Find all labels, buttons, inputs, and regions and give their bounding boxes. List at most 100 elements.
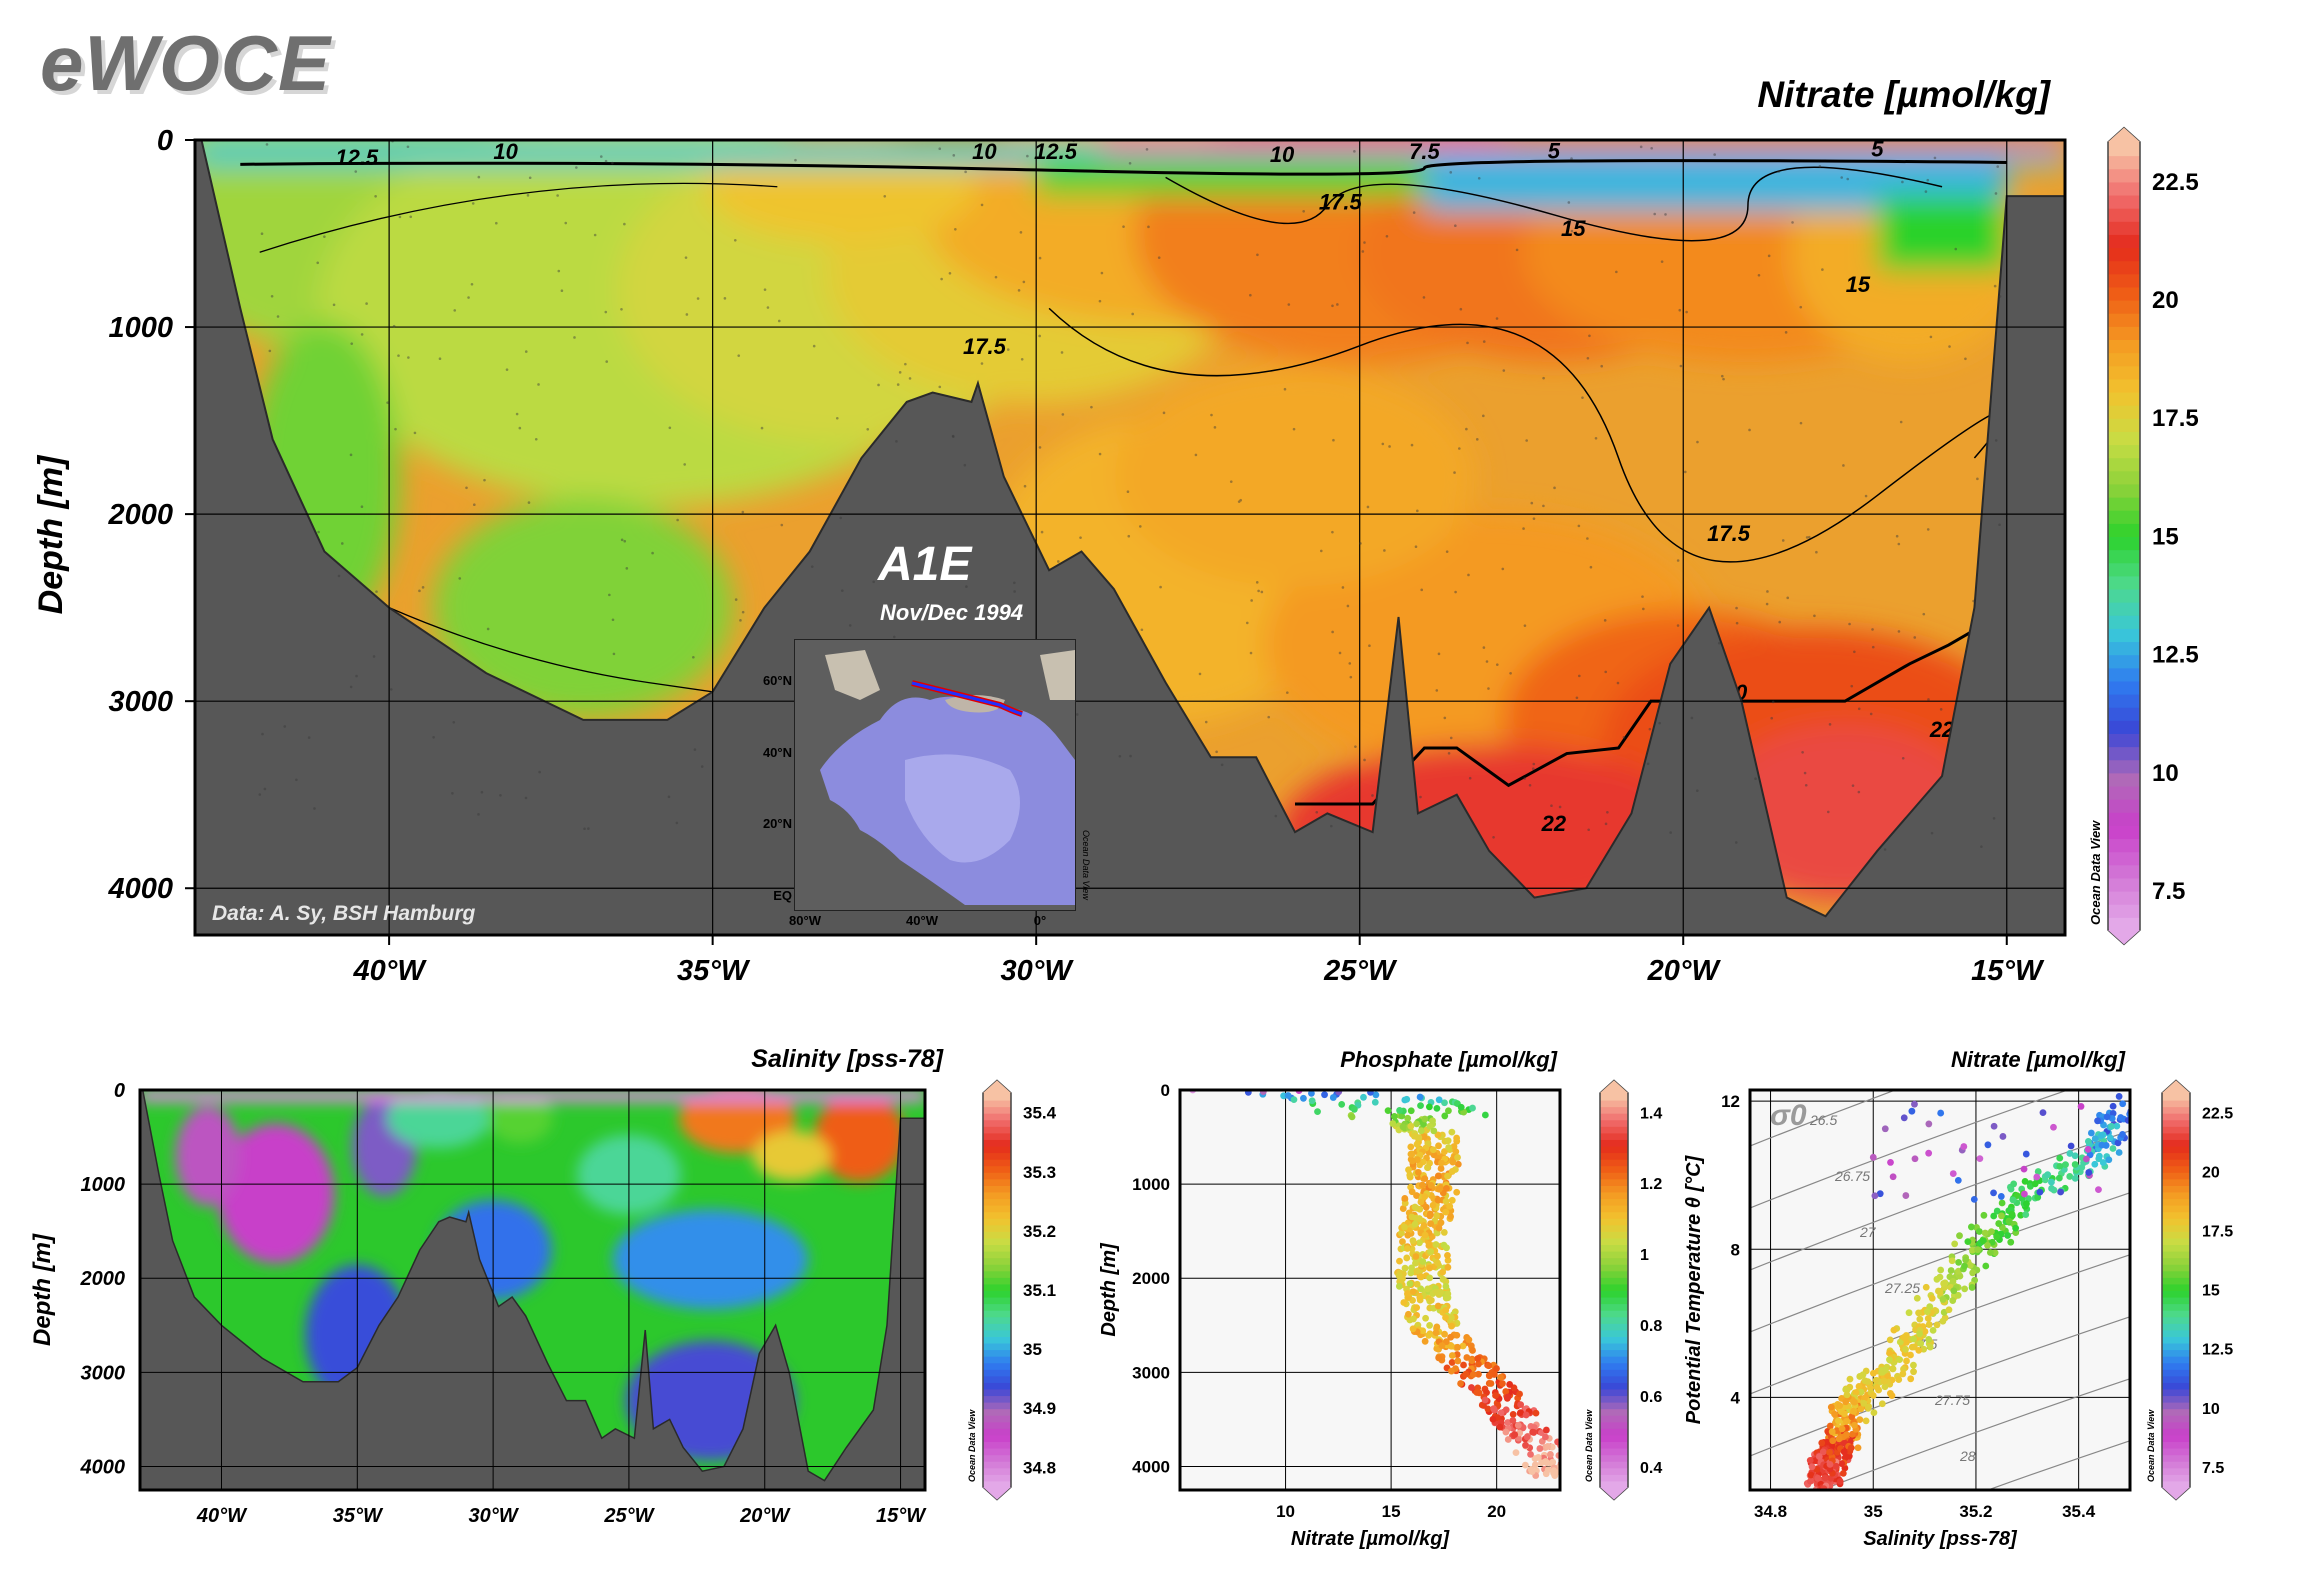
x-tick-label: 20°W bbox=[1647, 955, 1722, 987]
y-tick-label: 4 bbox=[1731, 1388, 1741, 1407]
ts-colorbar: 22.5 20 17.5 15 12.5 10 7.5 Ocean Data View bbox=[2146, 1079, 2233, 1501]
main-station-dots bbox=[258, 140, 2002, 851]
colorbar-credit: Ocean Data View bbox=[1584, 1409, 1594, 1482]
salinity-x-ticks: 40°W 35°W 30°W 25°W 20°W 15°W bbox=[196, 1505, 927, 1527]
colorbar-tick: 17.5 bbox=[2202, 1224, 2233, 1241]
x-tick-label: 40°W bbox=[196, 1505, 248, 1527]
cruise-label: A1E bbox=[877, 538, 973, 591]
x-tick-label: 40°W bbox=[353, 955, 428, 987]
phosphate-xlabel: Nitrate [µmol/kg] bbox=[1291, 1528, 1451, 1550]
isopycnal-label: 27.25 bbox=[1884, 1280, 1920, 1296]
x-tick-label: 10 bbox=[1276, 1502, 1295, 1521]
isopycnal-label: 27 bbox=[1859, 1224, 1877, 1240]
y-tick-label: 1000 bbox=[1132, 1175, 1170, 1194]
colorbar-tick: 10 bbox=[2152, 760, 2179, 787]
svg-text:Ocean Data View: Ocean Data View bbox=[1081, 830, 1091, 900]
phosphate-ticks: 10 15 20 0 1000 2000 3000 4000 bbox=[1132, 1081, 1506, 1521]
colorbar-credit: Ocean Data View bbox=[2146, 1409, 2156, 1482]
contour-surface bbox=[240, 159, 2007, 176]
y-tick-label: 2000 bbox=[80, 1268, 126, 1290]
colorbar-tick: 12.5 bbox=[2152, 642, 2199, 669]
colorbar-tick: 15 bbox=[2202, 1283, 2220, 1300]
svg-text:60°N: 60°N bbox=[763, 673, 792, 688]
colorbar-tick: 1.4 bbox=[1640, 1105, 1662, 1122]
x-tick-label: 35°W bbox=[677, 955, 751, 987]
colorbar-tick: 17.5 bbox=[2152, 405, 2199, 432]
y-tick-label: 8 bbox=[1731, 1240, 1740, 1259]
colorbar-tick: 10 bbox=[2202, 1401, 2220, 1418]
ts-points bbox=[1803, 1093, 2130, 1490]
main-ylabel: Depth [m] bbox=[32, 454, 70, 614]
salinity-y-ticks: 0 1000 2000 3000 4000 bbox=[80, 1080, 126, 1478]
svg-text:80°W: 80°W bbox=[789, 913, 822, 928]
colorbar-tick: 1 bbox=[1640, 1247, 1649, 1264]
contour-label: 10 bbox=[1270, 142, 1295, 167]
svg-text:20°N: 20°N bbox=[763, 816, 792, 831]
contour-17-5-upper bbox=[1165, 166, 1943, 242]
main-title: Nitrate [µmol/kg] bbox=[1757, 74, 2051, 115]
isopycnal-line bbox=[1750, 1316, 2130, 1457]
contour-label: 12.5 bbox=[1034, 139, 1078, 164]
salinity-bathymetry bbox=[140, 1090, 925, 1490]
isopycnal-label: 26.75 bbox=[1834, 1168, 1870, 1184]
colorbar-tick: 22.5 bbox=[2202, 1105, 2233, 1122]
isopycnal-label: 26.5 bbox=[1809, 1112, 1837, 1128]
main-bathymetry bbox=[195, 140, 2065, 935]
isopycnal-line bbox=[1819, 1378, 2130, 1490]
y-tick-label: 4000 bbox=[1132, 1457, 1170, 1476]
phosphate-scatter: Phosphate [µmol/kg] Depth [m] Nitrate [µ… bbox=[1098, 1047, 1662, 1550]
contour-label: 12.5 bbox=[335, 145, 379, 170]
contour-label: 5 bbox=[1871, 136, 1884, 161]
colorbar-tick: 15 bbox=[2152, 523, 2179, 550]
contour-label: 17.5 bbox=[1319, 190, 1363, 215]
y-tick-label: 12 bbox=[1721, 1092, 1740, 1111]
y-tick-label: 4000 bbox=[80, 1456, 126, 1478]
ts-grid bbox=[1750, 1090, 2130, 1490]
salinity-grid bbox=[140, 1090, 925, 1490]
salinity-ylabel: Depth [m] bbox=[29, 1233, 56, 1346]
contour-label: 7.5 bbox=[1409, 139, 1440, 164]
isopycnal-line bbox=[1750, 1090, 2070, 1209]
x-tick-label: 15°W bbox=[1971, 955, 2045, 987]
contour-label: 10 bbox=[972, 139, 997, 164]
colorbar-tick: 0.4 bbox=[1640, 1460, 1662, 1477]
y-tick-label: 3000 bbox=[81, 1362, 126, 1384]
x-tick-label: 30°W bbox=[469, 1505, 520, 1527]
contour-label: 15 bbox=[1846, 272, 1871, 297]
y-tick-label: 3000 bbox=[108, 686, 173, 718]
isopycnal-line bbox=[1986, 1440, 2130, 1490]
main-frame bbox=[193, 138, 2067, 937]
salinity-title: Salinity [pss-78] bbox=[751, 1045, 944, 1073]
y-tick-label: 3000 bbox=[1132, 1363, 1170, 1382]
x-tick-label: 35 bbox=[1864, 1502, 1883, 1521]
colorbar-tick: 0.8 bbox=[1640, 1318, 1662, 1335]
y-tick-label: 0 bbox=[1161, 1081, 1170, 1100]
main-x-ticks: 40°W 35°W 30°W 25°W 20°W 15°W bbox=[353, 935, 2045, 987]
data-credit: Data: A. Sy, BSH Hamburg bbox=[212, 902, 475, 925]
ts-xlabel: Salinity [pss-78] bbox=[1863, 1528, 2018, 1550]
colorbar-tick: 7.5 bbox=[2152, 878, 2185, 905]
svg-text:40°W: 40°W bbox=[906, 913, 939, 928]
phosphate-grid bbox=[1180, 1090, 1560, 1490]
inset-map: 60°N 40°N 20°N EQ 80°W 40°W 0° Ocean Dat… bbox=[763, 639, 1091, 928]
x-tick-label: 30°W bbox=[1001, 955, 1075, 987]
colorbar-tick: 35 bbox=[1023, 1340, 1042, 1359]
contour-15 bbox=[259, 182, 778, 253]
x-tick-label: 34.8 bbox=[1754, 1502, 1787, 1521]
main-grid bbox=[195, 140, 2065, 935]
colorbar-tick: 22.5 bbox=[2152, 169, 2199, 196]
phosphate-colorbar: 1.4 1.2 1 0.8 0.6 0.4 Ocean Data View bbox=[1584, 1079, 1662, 1501]
x-tick-label: 35°W bbox=[333, 1505, 384, 1527]
svg-text:EQ: EQ bbox=[773, 888, 792, 903]
contour-17-5 bbox=[1048, 307, 2008, 563]
x-tick-label: 20 bbox=[1487, 1502, 1506, 1521]
colorbar-credit: Ocean Data View bbox=[2088, 820, 2103, 925]
x-tick-label: 15 bbox=[1382, 1502, 1401, 1521]
x-tick-label: 35.2 bbox=[1959, 1502, 1992, 1521]
y-tick-label: 2000 bbox=[107, 499, 173, 531]
main-nitrate-section: Nitrate [µmol/kg] 12.5 10 10 12.5 10 7.5 5 5 17.… bbox=[32, 74, 2199, 987]
y-tick-label: 1000 bbox=[108, 312, 173, 344]
main-colorbar: 22.5 20 17.5 15 12.5 10 7.5 Ocean Data View bbox=[2088, 126, 2199, 946]
isopycnal-label: 28 bbox=[1959, 1448, 1976, 1464]
